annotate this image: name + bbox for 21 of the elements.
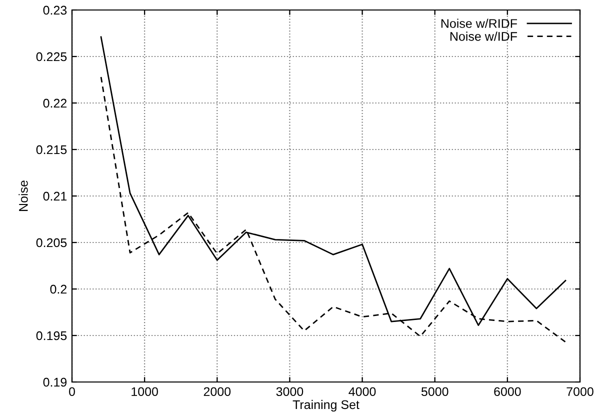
legend-label: Noise w/IDF — [450, 32, 517, 41]
y-tick-label: 0.205 — [36, 238, 67, 248]
y-axis-title: Noise — [18, 180, 28, 211]
y-tick-label: 0.195 — [36, 331, 67, 340]
y-tick-label: 0.23 — [43, 6, 67, 15]
x-axis-title: Training Set — [292, 400, 360, 412]
x-tick-label: 6000 — [494, 387, 521, 396]
y-tick-label: 0.19 — [43, 378, 67, 387]
y-tick-label: 0.215 — [36, 145, 67, 154]
legend-label: Noise w/RIDF — [441, 18, 517, 28]
y-tick-label: 0.21 — [43, 192, 67, 201]
x-tick-label: 7000 — [566, 387, 594, 396]
y-tick-label: 0.2 — [50, 284, 67, 294]
x-tick-label: 5000 — [421, 387, 448, 396]
y-tick-label: 0.22 — [43, 98, 67, 108]
x-tick-label: 3000 — [276, 387, 304, 396]
y-tick-label: 0.225 — [36, 52, 67, 62]
x-tick-label: 2000 — [204, 387, 231, 396]
x-tick-label: 0 — [69, 387, 75, 396]
x-tick-label: 4000 — [348, 387, 376, 396]
x-tick-label: 1000 — [132, 387, 158, 396]
